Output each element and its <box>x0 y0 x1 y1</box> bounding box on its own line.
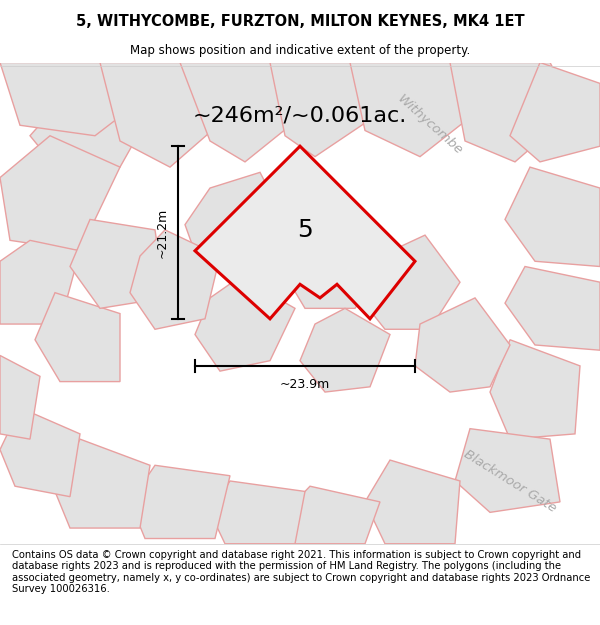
Polygon shape <box>490 340 580 439</box>
Polygon shape <box>300 308 390 392</box>
Polygon shape <box>505 167 600 266</box>
Polygon shape <box>0 136 120 251</box>
Polygon shape <box>180 62 310 162</box>
Polygon shape <box>185 173 290 277</box>
Polygon shape <box>455 429 560 512</box>
Polygon shape <box>195 277 295 371</box>
Polygon shape <box>195 146 415 319</box>
Text: 5: 5 <box>297 218 313 242</box>
Polygon shape <box>35 292 120 382</box>
Text: ~21.2m: ~21.2m <box>155 208 169 258</box>
Polygon shape <box>505 266 600 350</box>
Polygon shape <box>30 62 170 172</box>
Polygon shape <box>100 62 230 167</box>
Polygon shape <box>270 62 385 157</box>
Polygon shape <box>130 230 220 329</box>
Polygon shape <box>365 460 460 544</box>
Polygon shape <box>450 62 575 162</box>
Polygon shape <box>0 241 80 324</box>
Polygon shape <box>0 356 40 439</box>
Text: ~246m²/~0.061ac.: ~246m²/~0.061ac. <box>193 105 407 125</box>
Polygon shape <box>210 481 305 544</box>
Text: ~23.9m: ~23.9m <box>280 378 330 391</box>
Text: 5, WITHYCOMBE, FURZTON, MILTON KEYNES, MK4 1ET: 5, WITHYCOMBE, FURZTON, MILTON KEYNES, M… <box>76 14 524 29</box>
Text: Map shows position and indicative extent of the property.: Map shows position and indicative extent… <box>130 44 470 57</box>
Polygon shape <box>130 465 230 539</box>
Text: Withycombe: Withycombe <box>395 92 465 158</box>
Polygon shape <box>0 62 170 136</box>
Polygon shape <box>285 486 380 544</box>
Polygon shape <box>70 219 165 308</box>
Polygon shape <box>55 439 150 528</box>
Polygon shape <box>510 62 600 162</box>
Text: Contains OS data © Crown copyright and database right 2021. This information is : Contains OS data © Crown copyright and d… <box>12 549 590 594</box>
Polygon shape <box>360 235 460 329</box>
Polygon shape <box>415 298 510 392</box>
Polygon shape <box>0 408 80 497</box>
Polygon shape <box>280 204 390 308</box>
Text: Blackmoor Gate: Blackmoor Gate <box>461 448 559 514</box>
Polygon shape <box>350 62 480 157</box>
